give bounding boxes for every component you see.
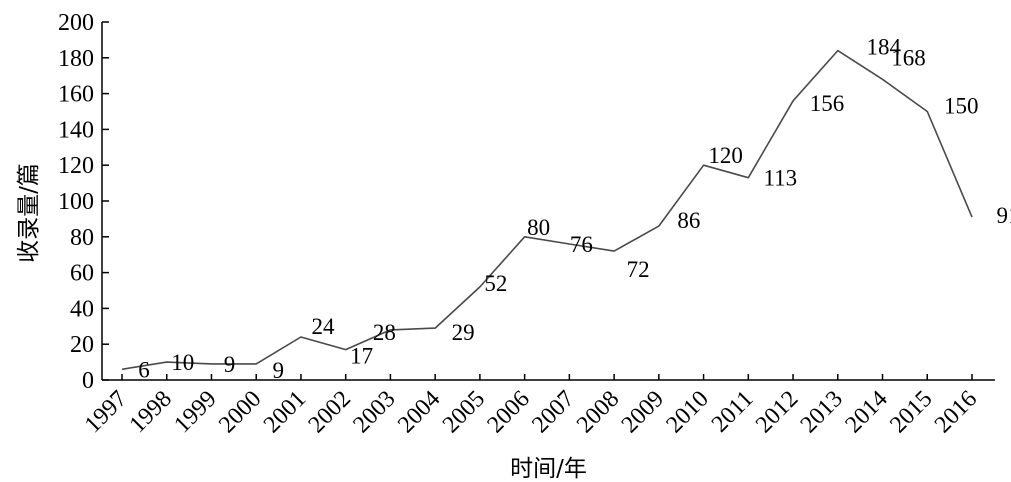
- data-label: 9: [224, 352, 236, 377]
- series-line: [121, 49, 973, 371]
- x-tick-label: 2002: [304, 386, 356, 438]
- x-tick-label: 2013: [796, 386, 848, 438]
- x-tick-label: 2007: [527, 386, 579, 438]
- x-tick-label: 2009: [617, 386, 669, 438]
- series-group: [121, 49, 973, 371]
- x-axis-title: 时间/年: [510, 456, 587, 482]
- data-label: 10: [171, 350, 194, 375]
- x-tick-label: 2014: [840, 386, 892, 438]
- data-label: 24: [311, 314, 335, 339]
- x-tick-label: 2006: [483, 386, 535, 438]
- data-label: 52: [484, 271, 507, 296]
- data-label: 72: [627, 257, 650, 282]
- data-label: 150: [944, 94, 979, 119]
- data-label: 6: [138, 357, 150, 382]
- x-tick-label: 2016: [930, 386, 982, 438]
- x-tick-label: 2004: [393, 386, 445, 438]
- x-tick-label: 1999: [169, 386, 221, 438]
- data-label: 91: [997, 203, 1011, 228]
- x-tick-label: 2008: [572, 386, 624, 438]
- y-tick-label: 180: [58, 46, 94, 72]
- y-tick-label: 40: [70, 296, 94, 322]
- data-label: 120: [708, 143, 743, 168]
- y-tick-label: 100: [58, 189, 94, 215]
- data-label: 168: [891, 45, 926, 70]
- y-tick-label: 0: [82, 368, 94, 394]
- data-label: 156: [810, 91, 845, 116]
- y-axis-title: 收录量/篇: [16, 163, 42, 263]
- x-tick-label: 2011: [707, 386, 759, 438]
- x-tick-label: 1998: [125, 386, 177, 438]
- data-label: 29: [452, 320, 475, 345]
- y-tick-label: 120: [58, 153, 94, 179]
- x-tick-label: 2012: [751, 386, 803, 438]
- x-tick-label: 2015: [885, 386, 937, 438]
- x-tick-label: 2000: [214, 386, 266, 438]
- data-label: 80: [527, 215, 550, 240]
- y-tick-label: 80: [70, 225, 94, 251]
- y-tick-label: 60: [70, 261, 94, 287]
- data-label: 28: [373, 320, 396, 345]
- data-label: 86: [677, 208, 700, 233]
- x-axis: 1997199819992000200120022003200420052006…: [80, 374, 995, 438]
- y-axis: 0 20 40 60 80 100 120 140 160 180 200: [58, 10, 109, 394]
- data-label: 113: [763, 166, 797, 191]
- data-label: 9: [272, 358, 284, 383]
- data-label: 76: [570, 232, 593, 257]
- y-tick-label: 140: [58, 117, 94, 143]
- y-tick-label: 20: [70, 332, 94, 358]
- x-tick-label: 2003: [348, 386, 400, 438]
- y-tick-label: 160: [58, 82, 94, 108]
- data-label: 17: [350, 344, 373, 369]
- x-tick-label: 2010: [661, 386, 713, 438]
- y-tick-label: 200: [58, 10, 94, 36]
- x-tick-label: 2001: [259, 386, 311, 438]
- data-label: 184: [867, 35, 902, 60]
- x-tick-label: 2005: [438, 386, 490, 438]
